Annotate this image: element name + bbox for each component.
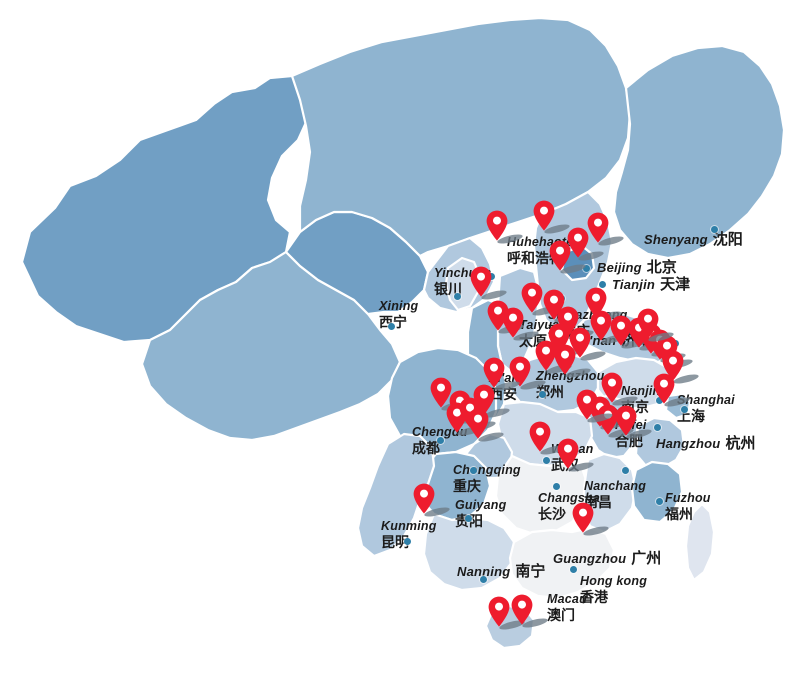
region-northeast — [612, 44, 786, 260]
city-dot — [464, 514, 472, 522]
region-taiwan — [684, 502, 716, 582]
region-hunan — [494, 454, 590, 536]
map-marker-pin[interactable] — [467, 408, 504, 442]
map-marker-pin[interactable] — [590, 310, 627, 344]
map-marker-pin[interactable] — [533, 200, 570, 234]
city-dot — [469, 466, 477, 474]
city-dot — [552, 482, 560, 490]
city-dot — [598, 280, 606, 288]
map-marker-pin[interactable] — [483, 357, 520, 391]
map-marker-pin[interactable] — [488, 596, 525, 630]
map-marker-pin[interactable] — [557, 438, 594, 472]
map-marker-pin[interactable] — [572, 502, 609, 536]
map-marker-pin[interactable] — [549, 240, 586, 274]
city-dot — [436, 436, 444, 444]
map-marker-pin[interactable] — [502, 307, 539, 341]
map-marker-pin[interactable] — [637, 308, 674, 342]
map-marker-pin[interactable] — [413, 483, 450, 517]
city-dot — [655, 497, 663, 505]
map-marker-pin[interactable] — [567, 227, 604, 261]
city-dot — [569, 565, 577, 573]
map-marker-pin[interactable] — [529, 421, 566, 455]
city-dot — [710, 225, 718, 233]
map-marker-pin[interactable] — [615, 405, 652, 439]
map-marker-pin[interactable] — [554, 344, 591, 378]
region-tibet — [140, 250, 402, 442]
city-dot — [582, 264, 590, 272]
city-dot — [621, 466, 629, 474]
city-dot — [538, 390, 546, 398]
city-dot — [403, 537, 411, 545]
city-dot — [680, 405, 688, 413]
map-marker-pin[interactable] — [601, 372, 638, 406]
region-fujian — [630, 460, 684, 524]
city-dot — [387, 322, 395, 330]
map-marker-pin[interactable] — [653, 373, 690, 407]
city-dot — [479, 575, 487, 583]
map-marker-pin[interactable] — [576, 389, 613, 423]
map-marker-pin[interactable] — [473, 384, 510, 418]
map-marker-pin[interactable] — [486, 210, 523, 244]
map-marker-pin[interactable] — [587, 212, 624, 246]
map-marker-pin[interactable] — [521, 282, 558, 316]
city-dot — [655, 396, 663, 404]
city-dot — [542, 456, 550, 464]
city-dot — [453, 292, 461, 300]
region-yunnan — [356, 432, 436, 558]
region-guangxi — [422, 512, 516, 592]
map-marker-pin[interactable] — [535, 340, 572, 374]
map-marker-pin[interactable] — [569, 327, 606, 361]
map-marker-pin[interactable] — [511, 594, 548, 628]
map-marker-pin[interactable] — [470, 266, 507, 300]
region-guangdong — [508, 526, 616, 600]
map-marker-pin[interactable] — [662, 350, 699, 384]
city-dot — [653, 423, 661, 431]
map-marker-pin[interactable] — [509, 356, 546, 390]
